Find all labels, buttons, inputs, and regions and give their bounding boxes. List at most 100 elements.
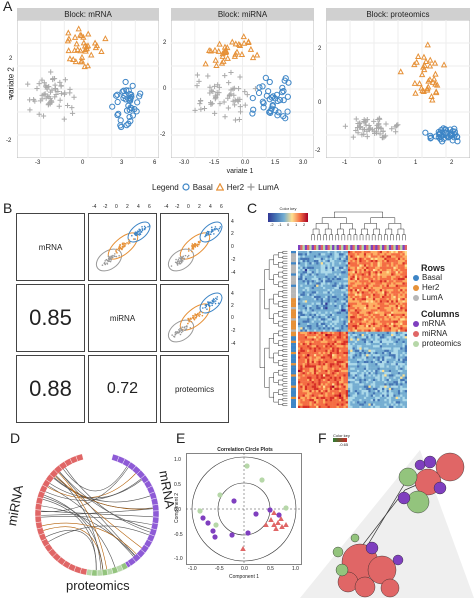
heatmap-cell xyxy=(327,325,330,328)
heatmap-cell xyxy=(322,318,326,321)
heatmap-cell xyxy=(402,327,405,330)
diag-label: miRNA xyxy=(109,313,136,323)
heatmap-cell xyxy=(329,365,333,368)
point-luma xyxy=(359,132,365,138)
heatmap-cell xyxy=(322,331,326,335)
heatmap-cell xyxy=(386,316,390,319)
column-color-cell xyxy=(336,245,340,250)
panel-label-c: C xyxy=(247,200,258,216)
dendrogram-branch xyxy=(384,234,388,241)
heatmap-cell xyxy=(393,342,396,346)
point-basal xyxy=(120,87,127,94)
dendrogram-branch xyxy=(278,389,283,395)
heatmap-cell xyxy=(357,264,360,267)
heatmap-cell xyxy=(302,394,306,397)
heatmap-cell xyxy=(370,309,374,312)
heatmap-cell xyxy=(313,268,317,272)
heatmap-cell xyxy=(366,268,369,272)
heatmap-cell xyxy=(338,360,342,364)
heatmap-cell xyxy=(370,257,374,261)
heatmap-cell xyxy=(359,318,362,321)
heatmap-cell xyxy=(345,311,349,314)
heatmap-cell xyxy=(386,266,390,270)
heatmap-cell xyxy=(318,327,321,330)
heatmap-cell xyxy=(382,342,385,346)
point-her2 xyxy=(65,35,73,42)
heatmap-cell xyxy=(345,372,349,375)
heatmap-cell xyxy=(352,307,355,310)
heatmap-cell xyxy=(379,289,383,292)
heatmap-cell xyxy=(302,262,306,265)
heatmap-cell xyxy=(320,271,324,274)
heatmap-cell xyxy=(377,253,380,256)
heatmap-cell xyxy=(316,390,319,393)
heatmap-cell xyxy=(366,385,369,389)
tick-label: 0 xyxy=(231,315,234,321)
tick-label: 0 xyxy=(378,160,382,166)
heatmap-cell xyxy=(404,365,407,368)
row-color-cell xyxy=(291,349,296,353)
heatmap-cell xyxy=(302,304,306,308)
heatmap-cell xyxy=(316,295,319,299)
circos-link xyxy=(58,472,108,570)
heatmap-cell xyxy=(304,347,308,350)
heatmap-cell xyxy=(382,320,385,323)
heatmap-cell xyxy=(393,399,396,402)
point-mirna xyxy=(283,522,289,527)
heatmap-cell xyxy=(379,354,383,357)
heatmap-cell xyxy=(404,329,407,332)
heatmap-cell xyxy=(354,311,358,314)
heatmap-cell xyxy=(384,387,387,391)
heatmap-cell xyxy=(379,275,383,279)
heatmap-cell xyxy=(384,365,387,368)
panel-label-f: F xyxy=(318,430,327,446)
heatmap-cell xyxy=(313,349,317,353)
heatmap-cell xyxy=(363,311,367,314)
heatmap-cell xyxy=(395,333,399,337)
heatmap-cell xyxy=(345,316,349,319)
heatmap-cell xyxy=(327,327,330,330)
heatmap-cell xyxy=(341,259,344,263)
heatmap-cell xyxy=(313,307,317,310)
heatmap-cell xyxy=(363,284,367,288)
heatmap-cell xyxy=(384,293,387,297)
heatmap-cell xyxy=(361,394,365,397)
heatmap-cell xyxy=(298,376,301,380)
heatmap-cell xyxy=(375,399,378,402)
point-luma xyxy=(353,116,359,122)
heatmap-cell xyxy=(370,273,374,276)
heatmap-cell xyxy=(325,298,328,301)
heatmap-cell xyxy=(329,387,333,391)
heatmap-cell xyxy=(352,291,355,294)
point-her2 xyxy=(231,52,239,59)
point-luma xyxy=(207,84,213,90)
dendrogram-branch xyxy=(273,313,279,324)
heatmap-cell xyxy=(370,399,374,402)
heatmap-cell xyxy=(359,282,362,285)
heatmap-cell xyxy=(361,372,365,375)
heatmap-cell xyxy=(347,347,351,350)
heatmap-cell xyxy=(375,322,378,326)
heatmap-cell xyxy=(336,369,340,373)
heatmap-cell xyxy=(345,363,349,366)
legend-title: Legend xyxy=(152,182,179,192)
heatmap-cell xyxy=(404,367,407,371)
heatmap-cell xyxy=(304,259,308,263)
heatmap-cell xyxy=(382,325,385,328)
tick-label: 3.0 xyxy=(299,160,308,166)
heatmap-cell xyxy=(320,284,324,288)
heatmap-cell xyxy=(327,251,330,254)
heatmap-cell xyxy=(313,331,317,335)
heatmap-cell xyxy=(318,367,321,371)
heatmap-cell xyxy=(386,253,390,256)
heatmap-cell xyxy=(320,390,324,393)
point-her2 xyxy=(247,45,255,52)
heatmap-cell xyxy=(309,268,312,272)
heatmap-cell xyxy=(325,390,328,393)
heatmap-cell xyxy=(368,257,371,261)
heatmap-cell xyxy=(393,289,396,292)
point-her2 xyxy=(119,243,121,246)
point-her2 xyxy=(194,242,196,245)
point-her2 xyxy=(85,30,92,37)
heatmap-cell xyxy=(341,392,344,395)
